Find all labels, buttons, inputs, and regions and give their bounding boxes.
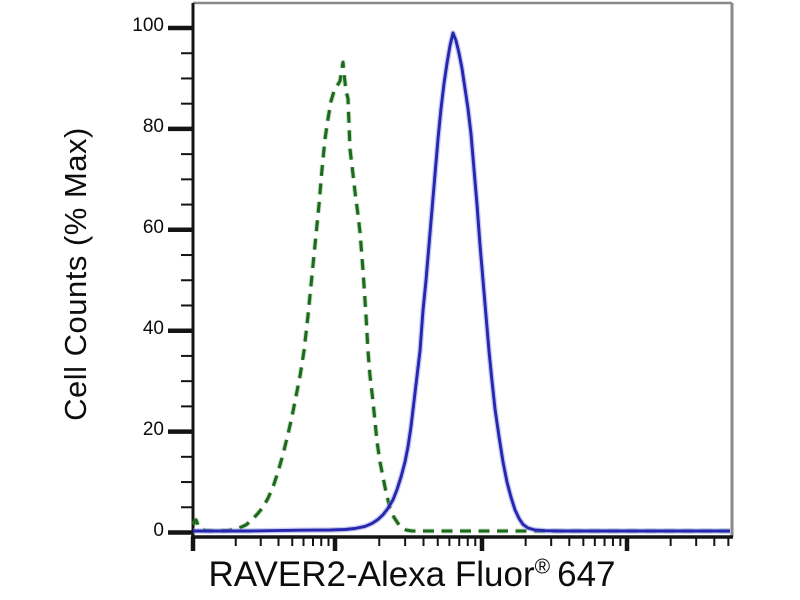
x-axis-label-text: RAVER2-Alexa Fluor bbox=[208, 555, 535, 594]
y-tick-label: 60 bbox=[142, 216, 164, 238]
x-axis-label-suffix: 647 bbox=[557, 555, 616, 594]
y-axis-label: Cell Counts (% Max) bbox=[58, 127, 93, 421]
y-tick-label: 20 bbox=[142, 418, 164, 440]
green-dashed-histogram-halo bbox=[190, 59, 730, 534]
y-tick-label: 100 bbox=[132, 15, 164, 36]
registered-trademark-sup: ® bbox=[534, 555, 551, 579]
x-axis-label: RAVER2-Alexa Fluor® 647 bbox=[208, 555, 615, 595]
green-dashed-histogram bbox=[191, 60, 730, 533]
y-tick-label: 0 bbox=[153, 519, 164, 541]
y-tick-label: 80 bbox=[142, 115, 164, 137]
blue-solid-histogram bbox=[193, 31, 730, 533]
y-tick-label: 40 bbox=[142, 317, 164, 339]
blue-solid-histogram-halo bbox=[193, 30, 730, 534]
